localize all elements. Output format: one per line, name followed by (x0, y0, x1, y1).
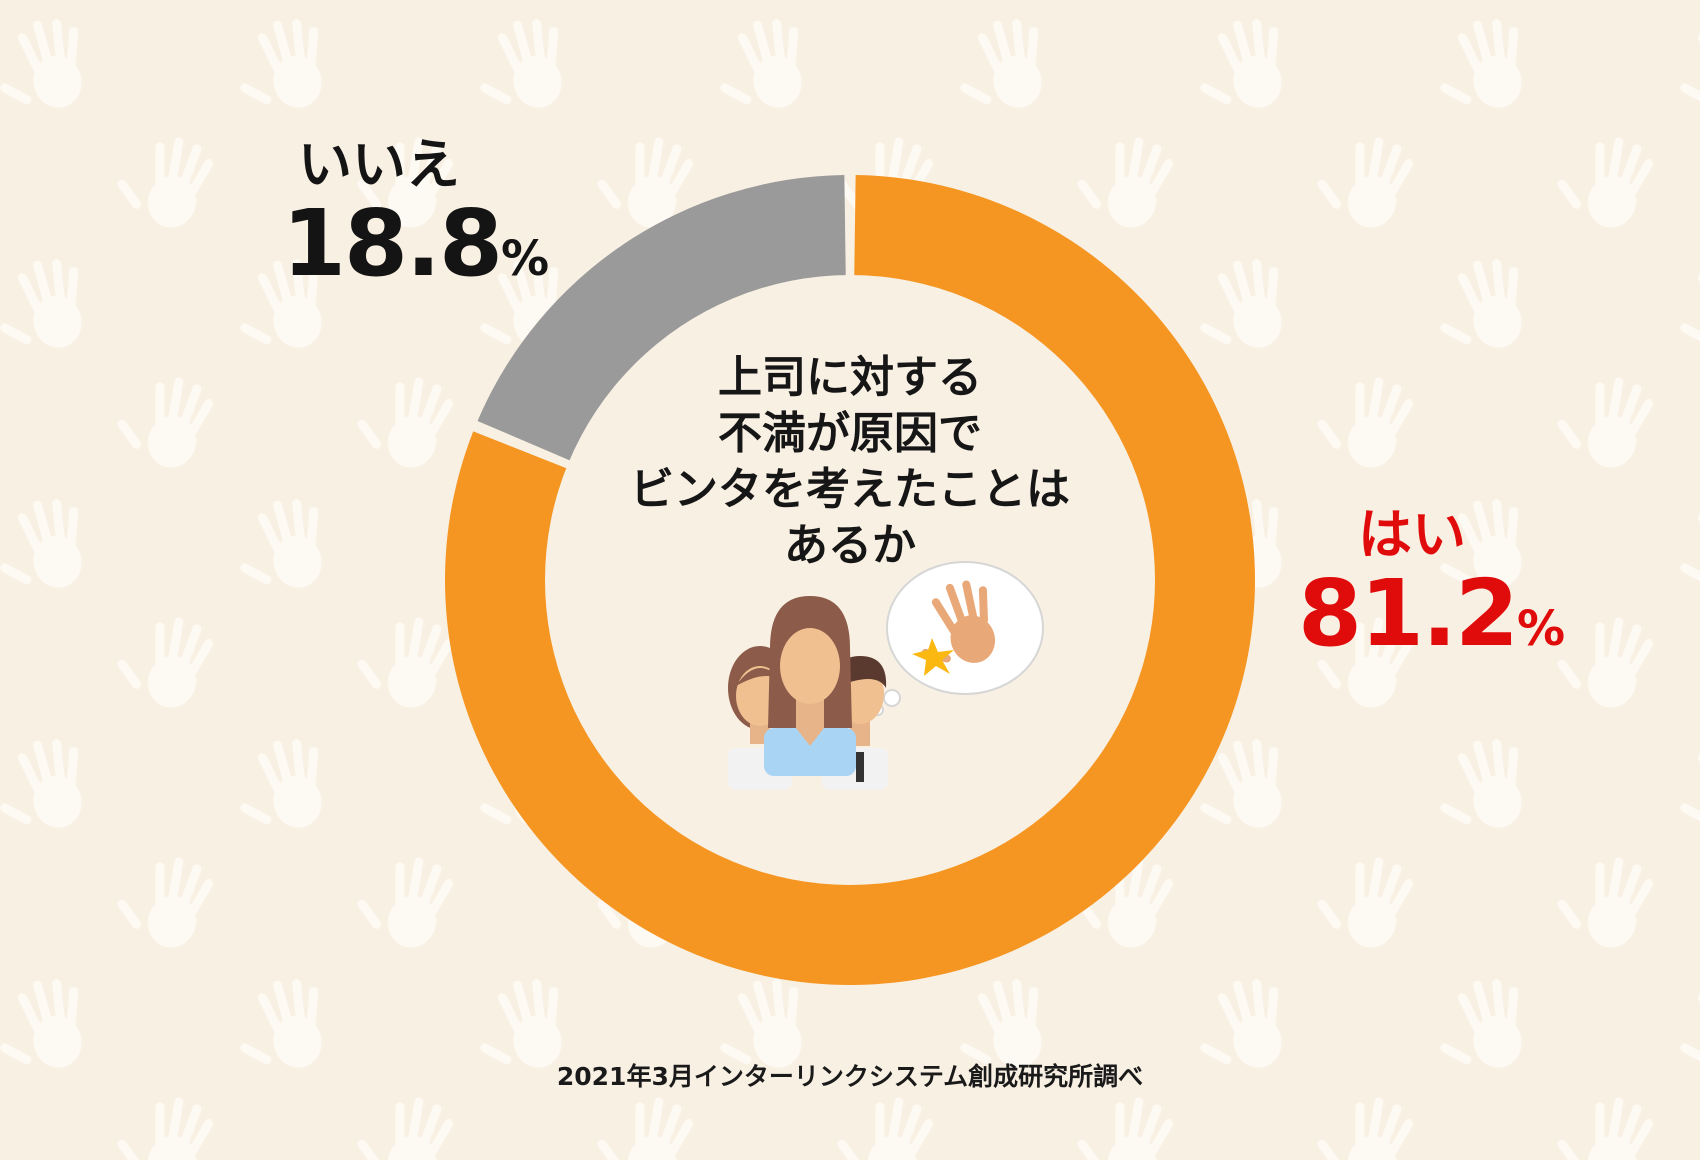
slice-value-yes-unit: % (1517, 601, 1566, 657)
chart-title: 上司に対する 不満が原因で ビンタを考えたことは あるか (590, 350, 1110, 574)
slice-value-no: 18.8% (282, 198, 549, 290)
slice-value-yes-number: 81.2 (1298, 560, 1519, 667)
chart-title-line-4: あるか (784, 520, 916, 571)
chart-title-line-3: ビンタを考えたことは (630, 464, 1070, 515)
slice-value-no-number: 18.8 (282, 190, 503, 297)
people-illustration (728, 561, 1044, 790)
donut-hole (545, 275, 1155, 885)
slice-label-yes: はい (1358, 503, 1466, 566)
chart-title-line-2: 不満が原因で (718, 408, 982, 459)
slice-value-yes: 81.2% (1298, 568, 1565, 660)
chart-title-line-1: 上司に対する (718, 352, 982, 403)
person-front-icon (764, 596, 856, 776)
slap-hand-thought-bubble-icon (872, 561, 1044, 716)
source-note: 2021年3月インターリンクシステム創成研究所調べ (556, 1062, 1144, 1091)
slice-label-no: いいえ (298, 133, 460, 196)
donut-slice-no (477, 175, 846, 463)
slice-value-no-unit: % (501, 231, 550, 287)
